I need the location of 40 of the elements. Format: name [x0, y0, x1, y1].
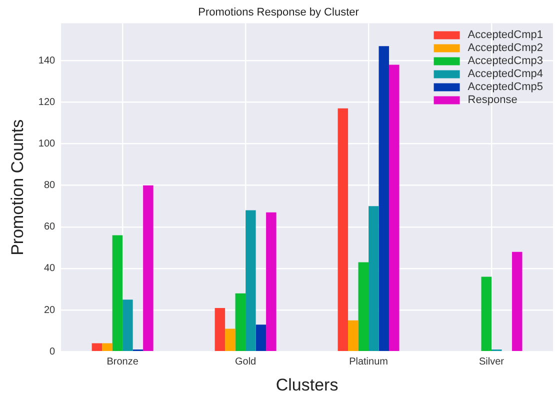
- x-axis-title: Clusters: [276, 375, 338, 394]
- bar: [92, 343, 102, 351]
- y-tick-label: 20: [44, 304, 56, 316]
- y-axis-title: Promotion Counts: [8, 119, 27, 256]
- y-tick-label: 80: [44, 180, 56, 192]
- chart-title: Promotions Response by Cluster: [198, 6, 360, 19]
- legend-label: AcceptedCmp3: [468, 55, 544, 68]
- bar: [143, 185, 154, 351]
- bar: [358, 262, 369, 351]
- bar: [235, 293, 246, 351]
- legend-label: AcceptedCmp4: [468, 68, 544, 80]
- bar: [368, 206, 379, 351]
- x-tick-label: Bronze: [106, 356, 139, 368]
- y-tick-label: 140: [38, 55, 56, 66]
- y-tick-label: 120: [38, 96, 56, 108]
- x-tick-label: Platinum: [349, 356, 388, 368]
- bar: [378, 46, 390, 351]
- bar: [122, 300, 133, 351]
- y-tick-label: 60: [44, 222, 56, 233]
- bar: [256, 324, 266, 351]
- bar: [389, 64, 400, 351]
- legend-label: AcceptedCmp5: [468, 81, 544, 94]
- bar: [481, 276, 492, 351]
- bar: [338, 108, 348, 351]
- legend-label: AcceptedCmp2: [468, 42, 544, 54]
- y-tick-label: 40: [44, 263, 56, 274]
- bar: [102, 343, 112, 351]
- bar: [512, 252, 522, 351]
- x-tick-label: Silver: [479, 356, 505, 368]
- y-tick-label: 100: [38, 138, 56, 150]
- bar: [348, 320, 358, 351]
- bar: [246, 210, 256, 351]
- y-tick-label: 0: [50, 346, 56, 358]
- x-tick-label: Gold: [234, 356, 256, 368]
- bar: [112, 235, 123, 351]
- bar: [225, 328, 236, 351]
- legend-label: Response: [468, 94, 518, 106]
- legend-label: AcceptedCmp1: [468, 29, 544, 42]
- bar: [266, 212, 276, 351]
- bar: [214, 308, 226, 351]
